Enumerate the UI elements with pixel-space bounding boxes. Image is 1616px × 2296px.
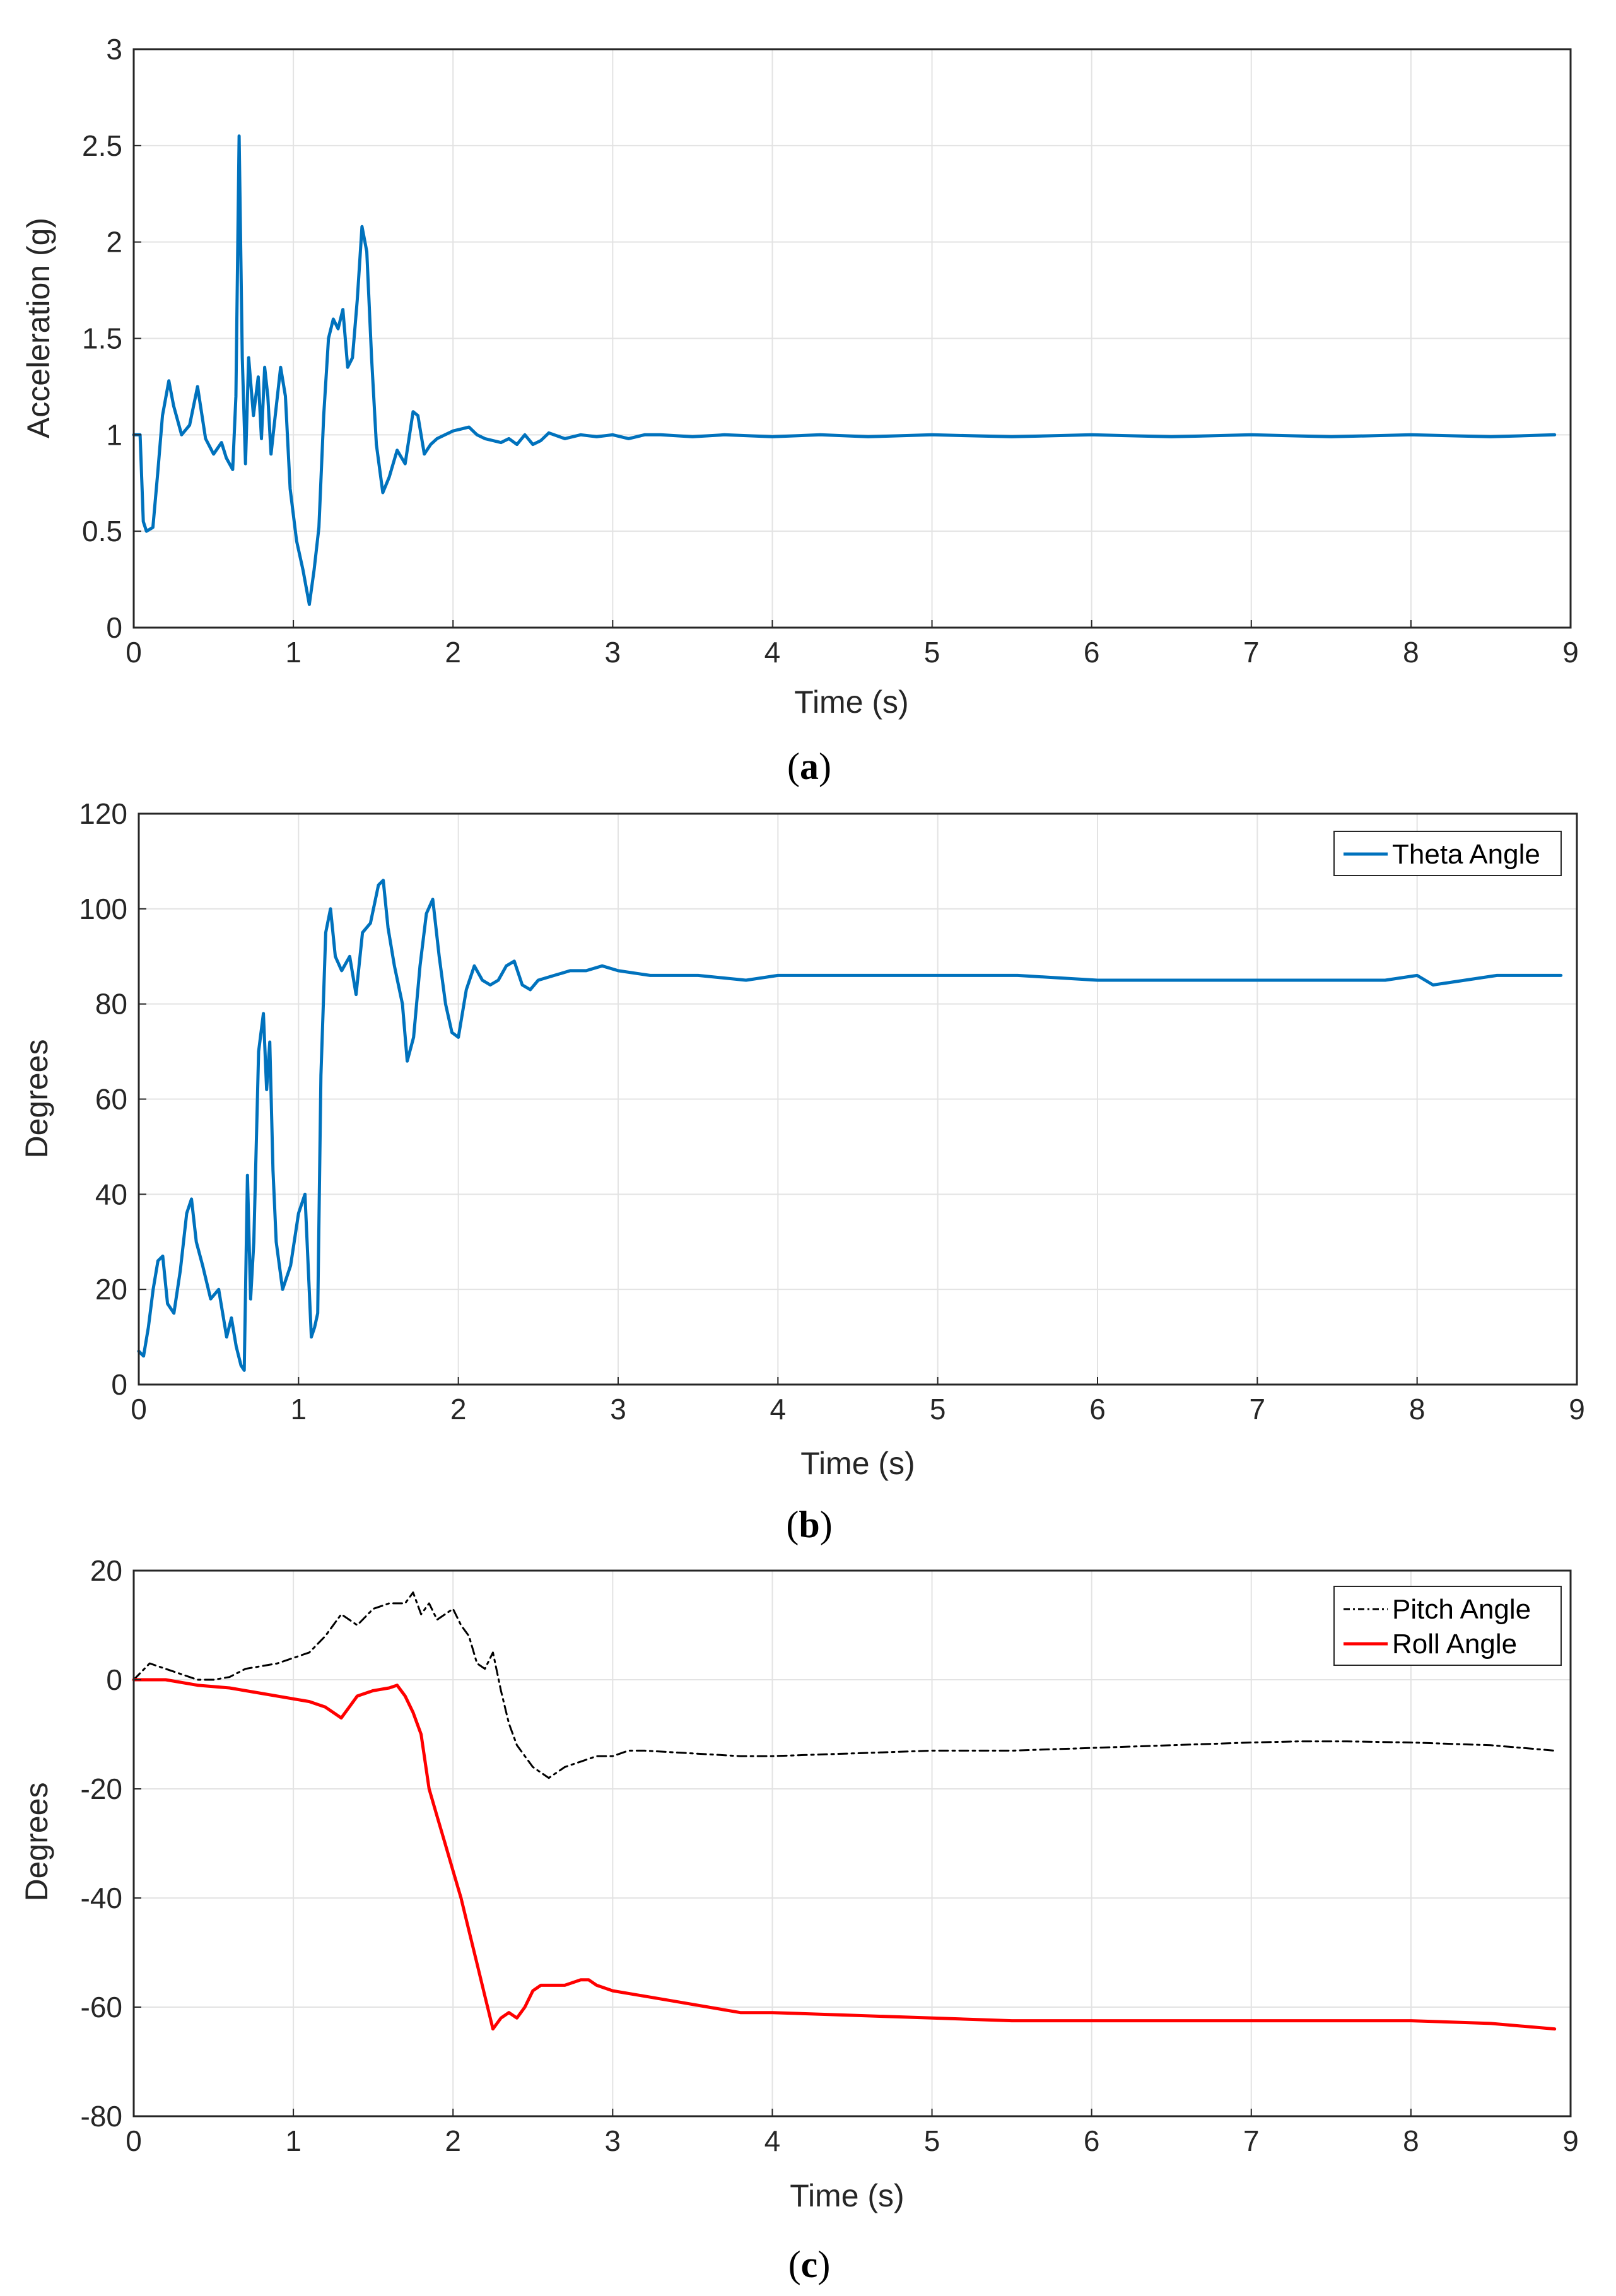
x-ticks-a: 0 1 2 3 4 5 6 7 8 9 xyxy=(126,620,1579,669)
x-ticks-c: 0 1 2 3 4 5 6 7 8 9 xyxy=(126,2109,1579,2157)
x-tick-label-c: 5 xyxy=(924,2124,940,2157)
x-tick-label-b: 7 xyxy=(1250,1393,1266,1426)
caption-letter-a: a xyxy=(800,746,819,787)
series-group-a xyxy=(132,134,1557,606)
x-tick-label-c: 2 xyxy=(445,2124,461,2157)
plot-frame-b xyxy=(138,812,1578,1386)
y-tick-label-c: -80 xyxy=(81,2100,122,2133)
x-tick-label-a: 3 xyxy=(605,636,621,669)
y-tick-label-b: 0 xyxy=(111,1368,127,1401)
series-line-b-theta-angle xyxy=(137,879,1563,1372)
x-ticks-b: 0 1 2 3 4 5 6 7 8 9 xyxy=(131,1377,1585,1426)
y-tick-label-b: 120 xyxy=(79,797,127,830)
x-axis-label-b: Time (s) xyxy=(800,1446,915,1481)
y-axis-label-a: Acceleration (g) xyxy=(21,218,56,438)
x-tick-label-b: 8 xyxy=(1409,1393,1426,1426)
series-line-c-roll-angle xyxy=(132,1678,1557,2031)
x-tick-label-b: 3 xyxy=(610,1393,626,1426)
x-tick-label-c: 3 xyxy=(605,2124,621,2157)
y-tick-label-c: -40 xyxy=(81,1882,122,1914)
x-tick-label-a: 1 xyxy=(285,636,302,669)
y-tick-label-c: -20 xyxy=(81,1772,122,1805)
x-tick-label-b: 4 xyxy=(770,1393,787,1426)
x-tick-label-a: 8 xyxy=(1403,636,1419,669)
y-tick-label-c: 0 xyxy=(106,1663,122,1696)
series-line-c-pitch-angle xyxy=(132,1591,1556,1779)
legend-b: Theta Angle xyxy=(1333,831,1562,876)
x-tick-label-b: 6 xyxy=(1089,1393,1106,1426)
y-tick-label-a: 0.5 xyxy=(82,515,122,548)
caption-letter-c: c xyxy=(801,2244,818,2285)
x-tick-label-b: 2 xyxy=(450,1393,467,1426)
chart-panel-b: 0 1 2 3 4 5 6 7 8 9 0 20 40 60 80 100 120 Theta Angle T… xyxy=(19,797,1585,1545)
y-tick-label-b: 20 xyxy=(95,1273,127,1306)
y-tick-label-a: 0 xyxy=(106,611,122,644)
y-tick-label-b: 100 xyxy=(79,893,127,925)
y-tick-label-a: 2 xyxy=(106,226,122,259)
caption-letter-b: b xyxy=(799,1504,819,1545)
y-tick-label-a: 2.5 xyxy=(82,129,122,162)
plot-frame-c xyxy=(132,1569,1572,2117)
x-axis-label-c: Time (s) xyxy=(790,2178,904,2213)
x-tick-label-c: 4 xyxy=(764,2124,781,2157)
x-tick-label-c: 0 xyxy=(126,2124,142,2157)
y-tick-label-b: 80 xyxy=(95,988,127,1021)
y-axis-label-b: Degrees xyxy=(19,1040,54,1159)
legend-box-c xyxy=(1333,1586,1562,1666)
caption-b: (b) xyxy=(786,1504,832,1545)
y-ticks-a: 0 0.5 1 1.5 2 2.5 3 xyxy=(82,33,141,644)
chart-panel-a: 0 1 2 3 4 5 6 7 8 9 0 0.5 1 1.5 2 2.5 3 Time (s) Accele… xyxy=(21,33,1579,787)
caption-a: (a) xyxy=(787,746,831,787)
series-line-a-acceleration xyxy=(132,134,1557,606)
x-tick-label-c: 7 xyxy=(1243,2124,1260,2157)
x-tick-label-a: 6 xyxy=(1084,636,1100,669)
x-tick-label-a: 9 xyxy=(1562,636,1579,669)
y-tick-label-c: 20 xyxy=(90,1554,122,1587)
x-tick-label-b: 1 xyxy=(291,1393,307,1426)
x-tick-label-c: 9 xyxy=(1562,2124,1579,2157)
x-tick-label-a: 2 xyxy=(445,636,461,669)
x-tick-label-b: 9 xyxy=(1569,1393,1585,1426)
caption-c: (c) xyxy=(788,2244,831,2285)
legend-label-c-0: Pitch Angle xyxy=(1392,1594,1531,1625)
chart-panel-c: 0 1 2 3 4 5 6 7 8 9 -80 -60 -40 -20 0 20 Pitch Angle Ro… xyxy=(19,1554,1579,2285)
y-tick-label-a: 1.5 xyxy=(82,322,122,355)
x-tick-label-c: 8 xyxy=(1403,2124,1419,2157)
x-tick-label-a: 5 xyxy=(924,636,940,669)
y-ticks-c: -80 -60 -40 -20 0 20 xyxy=(81,1554,141,2133)
series-group-b xyxy=(137,879,1563,1372)
y-tick-label-a: 1 xyxy=(106,418,122,451)
y-tick-label-a: 3 xyxy=(106,33,122,66)
x-tick-label-a: 0 xyxy=(126,636,142,669)
plot-frame-a xyxy=(132,48,1572,629)
x-tick-label-c: 1 xyxy=(285,2124,302,2157)
y-tick-label-b: 40 xyxy=(95,1178,127,1210)
y-tick-label-c: -60 xyxy=(81,1991,122,2024)
series-group-c xyxy=(132,1591,1557,2031)
legend-label-c-1: Roll Angle xyxy=(1392,1629,1517,1660)
x-axis-label-a: Time (s) xyxy=(794,684,908,720)
x-tick-label-a: 4 xyxy=(764,636,781,669)
x-tick-label-c: 6 xyxy=(1084,2124,1100,2157)
y-ticks-b: 0 20 40 60 80 100 120 xyxy=(79,797,146,1401)
legend-c: Pitch Angle Roll Angle xyxy=(1333,1586,1562,1666)
legend-label-b-0: Theta Angle xyxy=(1392,839,1540,870)
y-tick-label-b: 60 xyxy=(95,1083,127,1116)
x-tick-label-b: 5 xyxy=(930,1393,946,1426)
y-axis-label-c: Degrees xyxy=(19,1783,54,1902)
x-tick-label-b: 0 xyxy=(131,1393,147,1426)
x-tick-label-a: 7 xyxy=(1243,636,1260,669)
